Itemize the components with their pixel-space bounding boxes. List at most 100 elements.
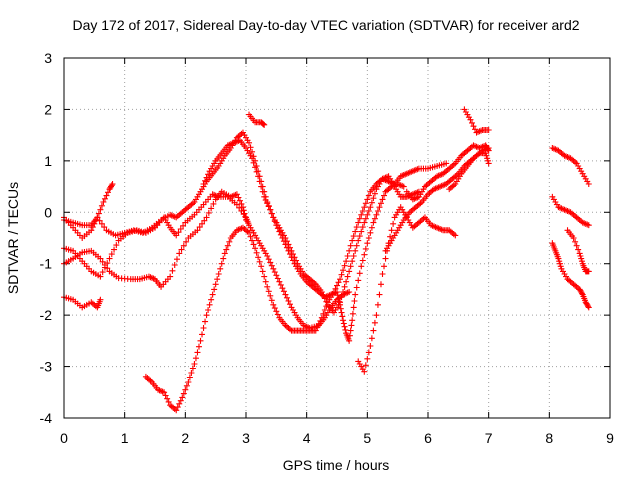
data-point (259, 120, 266, 127)
data-point (371, 319, 378, 326)
data-point (472, 126, 479, 133)
data-point (97, 206, 104, 213)
data-point (468, 119, 475, 126)
series-arc-4 (61, 191, 353, 331)
data-point (100, 199, 107, 205)
data-point (320, 310, 327, 317)
series-arc-14 (549, 145, 592, 187)
data-point (180, 242, 187, 249)
x-axis-label: GPS time / hours (283, 457, 390, 473)
data-point (337, 301, 344, 308)
data-point (371, 215, 378, 222)
data-point (264, 200, 271, 207)
data-point (340, 267, 347, 274)
data-point (199, 331, 206, 338)
data-point (282, 241, 289, 248)
series-arc-12 (446, 150, 492, 193)
data-point (379, 271, 386, 277)
chart-title: Day 172 of 2017, Sidereal Day-to-day VTE… (72, 17, 579, 33)
data-point (358, 263, 365, 270)
data-point (97, 296, 104, 303)
data-point (359, 257, 366, 264)
data-point (358, 228, 365, 235)
data-point (585, 304, 592, 311)
data-point (274, 225, 281, 232)
data-point (226, 238, 233, 245)
data-point (183, 238, 190, 245)
data-point (101, 195, 108, 202)
data-point (256, 178, 263, 185)
data-point (343, 258, 350, 265)
data-point (173, 407, 180, 414)
data-point (365, 349, 372, 356)
data-point (260, 121, 267, 128)
data-point (364, 240, 371, 247)
data-point (350, 233, 357, 240)
x-tick-label: 8 (545, 430, 553, 446)
data-point (203, 214, 210, 221)
data-point (374, 301, 381, 308)
data-point (247, 233, 254, 240)
data-point (238, 208, 245, 214)
data-point (173, 256, 180, 263)
data-point (573, 242, 580, 249)
y-tick-label: 2 (44, 101, 52, 117)
series-arc-13 (461, 106, 492, 136)
data-point (585, 181, 592, 187)
data-point (97, 255, 104, 262)
data-point (261, 193, 268, 200)
data-point (276, 278, 283, 285)
data-point (321, 307, 328, 313)
data-point (205, 307, 212, 313)
x-tick-label: 1 (121, 430, 129, 446)
data-point (361, 219, 368, 226)
data-point (359, 224, 366, 231)
data-point (400, 183, 407, 190)
data-point (208, 205, 215, 212)
data-point (274, 311, 281, 318)
data-point (352, 247, 359, 254)
data-point (267, 206, 274, 213)
data-point (99, 269, 106, 276)
data-point (215, 271, 222, 277)
data-point (572, 238, 579, 245)
data-point (197, 337, 204, 344)
data-point (341, 262, 348, 269)
data-point (364, 196, 371, 203)
data-point (214, 276, 221, 283)
data-point (288, 254, 295, 261)
data-point (233, 201, 240, 208)
data-point (200, 181, 207, 187)
data-point (258, 183, 265, 190)
data-point (94, 214, 101, 221)
series-arc-8 (246, 111, 268, 128)
data-point (203, 174, 210, 181)
data-point (353, 224, 360, 231)
data-point (223, 246, 230, 253)
data-point (246, 229, 253, 236)
data-point (176, 400, 183, 407)
data-point (350, 253, 357, 259)
data-point (585, 222, 592, 229)
data-point (176, 250, 183, 257)
data-point (388, 227, 395, 234)
series-arc-9 (355, 204, 459, 375)
data-point (273, 222, 280, 229)
data-point (376, 291, 383, 298)
data-point (250, 159, 257, 166)
data-point (484, 146, 491, 153)
data-point (221, 250, 228, 257)
data-markers (61, 106, 592, 414)
data-point (347, 263, 354, 270)
data-point (335, 295, 342, 302)
data-point (387, 233, 394, 240)
data-point (361, 368, 368, 375)
data-point (485, 160, 492, 167)
data-point (370, 195, 377, 202)
data-point (452, 232, 459, 239)
data-point (280, 238, 287, 245)
y-tick-label: -3 (40, 359, 53, 375)
data-point (443, 160, 450, 167)
x-tick-label: 6 (424, 430, 432, 446)
